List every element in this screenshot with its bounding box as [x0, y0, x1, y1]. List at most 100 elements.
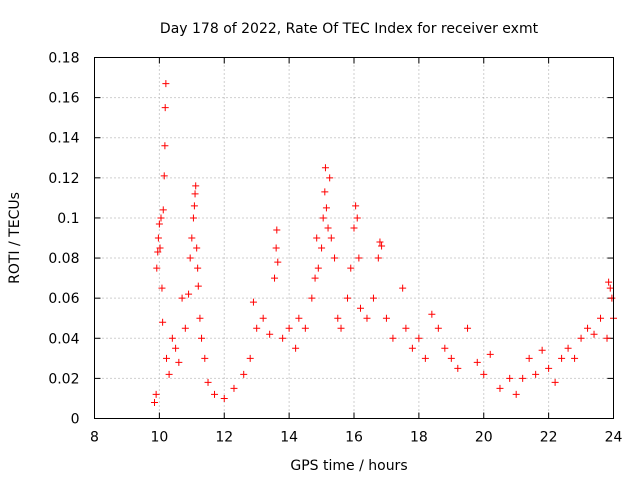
data-point — [188, 234, 196, 242]
data-point — [192, 182, 200, 190]
data-point — [198, 334, 206, 342]
data-point — [334, 314, 342, 322]
data-point — [160, 172, 168, 180]
data-point — [608, 294, 616, 302]
data-point — [415, 334, 423, 342]
data-point — [319, 214, 327, 222]
data-point — [246, 354, 254, 362]
data-point — [532, 370, 540, 378]
data-point — [161, 142, 169, 150]
x-tick-label: 18 — [410, 430, 428, 446]
data-point — [159, 206, 167, 214]
data-point — [175, 358, 183, 366]
data-point — [376, 238, 384, 246]
y-tick-label: 0.06 — [48, 291, 79, 307]
data-point — [551, 378, 559, 386]
y-tick-label: 0 — [71, 412, 80, 428]
data-point — [230, 384, 238, 392]
data-point — [154, 234, 162, 242]
data-point — [301, 324, 309, 332]
grid-lines — [94, 57, 614, 419]
data-point — [155, 220, 163, 228]
y-tick-label: 0.02 — [48, 371, 79, 387]
data-point — [382, 314, 390, 322]
data-point — [152, 390, 160, 398]
x-tick-label: 20 — [475, 430, 493, 446]
data-point — [153, 264, 161, 272]
data-point — [151, 398, 159, 406]
data-point — [161, 104, 169, 112]
data-point — [162, 80, 170, 88]
data-point — [389, 334, 397, 342]
data-point — [597, 314, 605, 322]
data-point — [408, 344, 416, 352]
data-point — [271, 274, 279, 282]
data-point — [285, 324, 293, 332]
y-tick-label: 0.18 — [48, 51, 79, 67]
data-point — [363, 314, 371, 322]
data-point — [331, 254, 339, 262]
data-point — [313, 234, 321, 242]
data-point — [538, 346, 546, 354]
data-point — [421, 354, 429, 362]
data-point — [159, 318, 167, 326]
data-point — [172, 344, 180, 352]
data-point — [324, 224, 332, 232]
data-point — [204, 378, 212, 386]
data-point — [473, 358, 481, 366]
data-point — [355, 254, 363, 262]
data-point — [321, 164, 329, 172]
data-point — [464, 324, 472, 332]
data-point — [545, 364, 553, 372]
data-point — [584, 324, 592, 332]
data-point — [447, 354, 455, 362]
data-point — [249, 298, 257, 306]
x-tick-label: 8 — [90, 430, 99, 446]
data-point — [399, 284, 407, 292]
x-tick-label: 12 — [215, 430, 233, 446]
x-tick-label: 22 — [540, 430, 558, 446]
data-point — [253, 324, 261, 332]
data-point — [163, 354, 171, 362]
data-point — [240, 370, 248, 378]
data-points — [151, 80, 617, 406]
data-point — [178, 294, 186, 302]
data-point — [295, 314, 303, 322]
data-point — [327, 234, 335, 242]
data-point — [605, 278, 613, 286]
data-point — [347, 264, 355, 272]
data-point — [266, 330, 274, 338]
data-point — [273, 226, 281, 234]
y-tick-label: 0.04 — [48, 331, 79, 347]
data-point — [480, 370, 488, 378]
axis-ticks: 8 10 12 14 16 18 20 22 24 0 0.02 0.04 0.06 0.08 0.1 0.1… — [48, 51, 622, 446]
data-point — [344, 294, 352, 302]
data-point — [353, 214, 361, 222]
data-point — [156, 244, 164, 252]
data-point — [154, 248, 162, 256]
data-point — [274, 258, 282, 266]
data-point — [196, 314, 204, 322]
data-point — [185, 290, 193, 298]
data-point — [402, 324, 410, 332]
y-tick-label: 0.16 — [48, 91, 79, 107]
data-point — [606, 284, 614, 292]
data-point — [374, 254, 382, 262]
data-point — [525, 354, 533, 362]
data-point — [194, 264, 202, 272]
data-point — [352, 202, 360, 210]
data-point — [428, 310, 436, 318]
chart-title: Day 178 of 2022, Rate Of TEC Index for r… — [160, 21, 539, 37]
y-tick-label: 0.14 — [48, 131, 79, 147]
data-point — [590, 330, 598, 338]
data-point — [201, 354, 209, 362]
data-point — [321, 188, 329, 196]
data-point — [157, 214, 165, 222]
data-point — [259, 314, 267, 322]
data-point — [190, 202, 198, 210]
data-point — [350, 224, 358, 232]
data-point — [564, 344, 572, 352]
data-point — [189, 214, 197, 222]
data-point — [193, 244, 201, 252]
data-point — [158, 284, 166, 292]
